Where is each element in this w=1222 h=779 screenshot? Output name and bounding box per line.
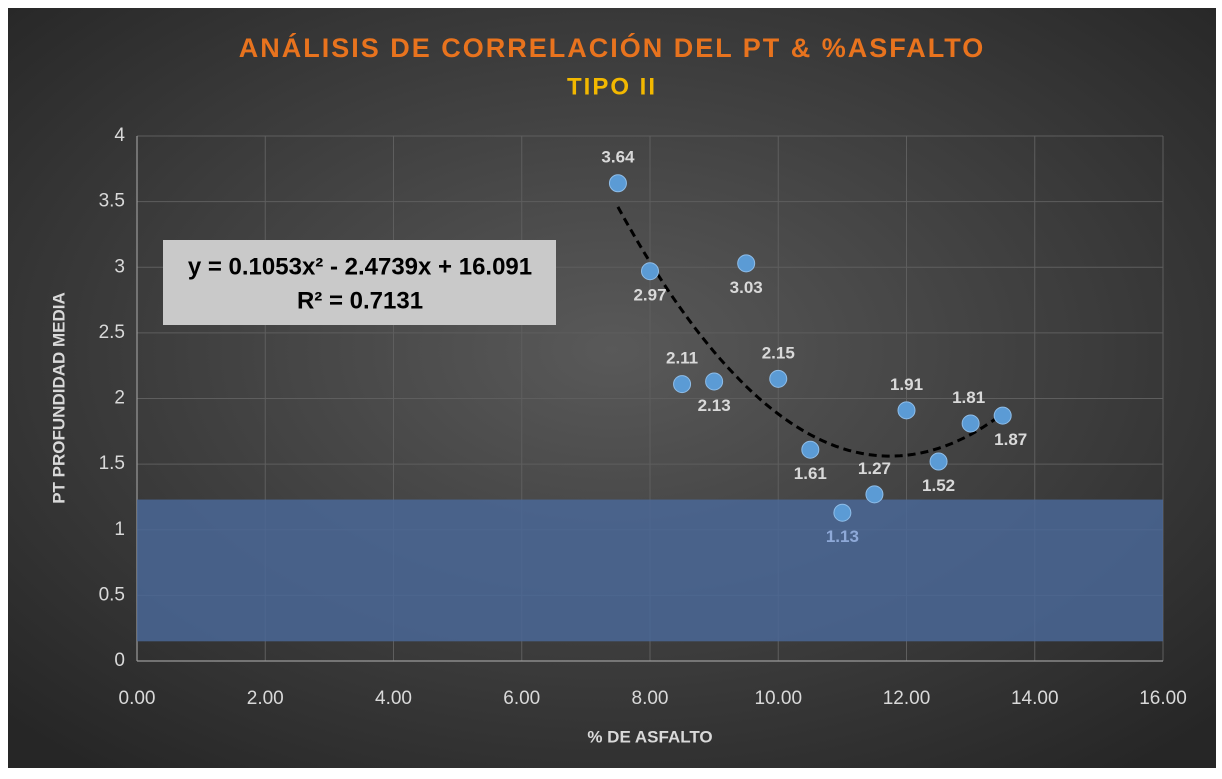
y-tick-label: 1.5 [99,453,125,474]
data-point [673,375,692,394]
data-label: 2.15 [762,343,795,362]
x-tick-label: 6.00 [503,688,540,709]
y-tick-label: 2 [114,388,125,409]
data-label: 2.97 [633,286,666,305]
y-tick-label: 0.5 [99,584,125,605]
data-point [769,369,788,388]
data-label: 1.52 [922,476,955,495]
data-label: 1.61 [794,464,827,483]
r-squared: R² = 0.7131 [297,287,423,314]
y-tick-label: 4 [114,125,125,146]
data-point [705,372,724,391]
x-tick-label: 10.00 [754,688,802,709]
data-label: 3.03 [730,278,763,297]
data-point [833,503,852,522]
y-tick-label: 3 [114,256,125,277]
x-tick-label: 16.00 [1139,688,1187,709]
trendline-equation: y = 0.1053x² - 2.4739x + 16.091 [188,253,532,280]
data-point [929,452,948,471]
equation-box [163,240,556,325]
trendline [616,206,1004,458]
x-tick-label: 14.00 [1011,688,1059,709]
band [137,499,1163,642]
x-tick-label: 12.00 [883,688,931,709]
y-tick-label: 1 [114,519,125,540]
plot-area [136,135,1164,662]
data-label: 2.11 [666,349,698,368]
data-point [961,414,980,433]
y-tick-label: 2.5 [99,322,125,343]
data-label: 1.91 [890,375,923,394]
y-tick-label: 3.5 [99,191,125,212]
data-point [641,262,659,281]
x-axis-title: % DE ASFALTO [587,727,712,746]
chart-background [8,8,1216,768]
data-point [737,254,756,273]
y-tick-label: 0 [114,650,125,671]
data-label: 1.87 [994,430,1027,449]
y-axis-title: PT PROFUNDIDAD MEDIA [49,292,68,504]
chart-subtitle: TIPO II [567,73,657,100]
data-point [608,174,627,193]
data-point [801,440,820,459]
x-tick-label: 0.00 [119,688,156,709]
x-tick-label: 2.00 [247,688,284,709]
data-point [897,401,916,420]
x-tick-label: 8.00 [632,688,669,709]
data-point [865,485,884,504]
data-label: 2.13 [698,396,731,415]
data-point [993,406,1012,425]
data-label: 3.64 [601,148,635,167]
chart-title: ANÁLISIS DE CORRELACIÓN DEL PT & %ASFALT… [239,32,986,63]
data-label: 1.27 [858,459,891,478]
x-tick-label: 4.00 [375,688,412,709]
data-label: 1.13 [826,527,859,546]
data-label: 1.81 [952,388,985,407]
